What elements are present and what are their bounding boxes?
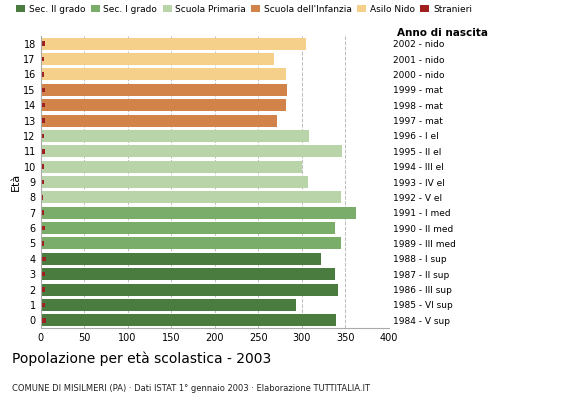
Bar: [41, 226, 45, 230]
Legend: Sec. II grado, Sec. I grado, Scuola Primaria, Scuola dell'Infanzia, Asilo Nido, : Sec. II grado, Sec. I grado, Scuola Prim…: [16, 4, 472, 14]
Bar: [41, 103, 45, 108]
Bar: [41, 303, 45, 307]
Bar: [41, 318, 46, 322]
Bar: [41, 72, 44, 77]
Bar: [41, 114, 277, 126]
Bar: [41, 145, 342, 157]
Bar: [41, 299, 295, 311]
Text: Popolazione per età scolastica - 2003: Popolazione per età scolastica - 2003: [12, 352, 271, 366]
Bar: [41, 210, 44, 215]
Bar: [41, 195, 43, 200]
Bar: [41, 53, 274, 65]
Text: Anno di nascita: Anno di nascita: [397, 28, 488, 38]
Bar: [41, 180, 44, 184]
Bar: [41, 238, 341, 250]
Bar: [41, 241, 44, 246]
Bar: [41, 149, 45, 154]
Y-axis label: Età: Età: [10, 173, 20, 191]
Bar: [41, 191, 341, 203]
Bar: [41, 253, 321, 265]
Bar: [41, 272, 45, 276]
Bar: [41, 84, 287, 96]
Bar: [41, 314, 336, 326]
Text: COMUNE DI MISILMERI (PA) · Dati ISTAT 1° gennaio 2003 · Elaborazione TUTTITALIA.: COMUNE DI MISILMERI (PA) · Dati ISTAT 1°…: [12, 384, 369, 393]
Bar: [41, 134, 44, 138]
Bar: [41, 164, 44, 169]
Bar: [41, 68, 286, 80]
Bar: [41, 268, 335, 280]
Bar: [41, 38, 306, 50]
Bar: [41, 222, 335, 234]
Bar: [41, 161, 302, 173]
Bar: [41, 118, 45, 123]
Bar: [41, 88, 45, 92]
Bar: [41, 99, 286, 111]
Bar: [41, 42, 45, 46]
Bar: [41, 57, 44, 61]
Bar: [41, 176, 307, 188]
Bar: [41, 130, 309, 142]
Bar: [41, 287, 45, 292]
Bar: [41, 256, 46, 261]
Bar: [41, 207, 356, 219]
Bar: [41, 284, 338, 296]
